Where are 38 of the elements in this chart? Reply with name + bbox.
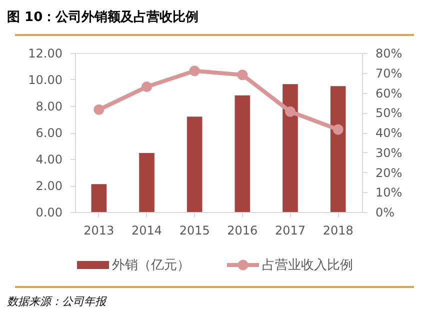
bar [330, 86, 346, 212]
y2-tick-label: 10% [376, 186, 402, 200]
y2-tick-label: 0% [376, 206, 395, 220]
bar [91, 184, 107, 212]
x-tick-label: 2018 [322, 224, 354, 238]
y2-tick-label: 50% [376, 106, 402, 120]
y2-tick-label: 30% [376, 146, 402, 160]
bar [234, 95, 250, 212]
bar [139, 153, 154, 212]
y-tick-label: 12.00 [28, 46, 62, 60]
x-tick-label: 2016 [227, 224, 258, 238]
y2-tick-label: 40% [376, 126, 402, 140]
source-note: 数据来源：公司年报 [7, 295, 107, 308]
y-tick-label: 6.00 [36, 126, 62, 140]
x-tick-label: 2017 [274, 224, 306, 238]
y-tick-label: 4.00 [36, 152, 62, 166]
point [237, 70, 248, 80]
x-tick-label: 2015 [179, 224, 210, 238]
point [285, 106, 296, 117]
y-tick-label: 10.00 [28, 73, 62, 87]
x-tick-label: 2014 [131, 224, 162, 238]
point [189, 66, 200, 76]
bar [186, 116, 202, 212]
y2-tick-label: 70% [376, 66, 402, 80]
y-tick-label: 8.00 [36, 100, 62, 114]
legend-label: 占营业收入比例 [262, 258, 353, 273]
point [142, 82, 152, 92]
x-tick-label: 2013 [84, 224, 114, 238]
chart-title: 图 10：公司外销额及占营收比例 [7, 9, 199, 25]
y2-tick-label: 80% [376, 46, 402, 60]
point [94, 104, 104, 115]
y-tick-label: 0.00 [36, 206, 62, 220]
legend-label: 外销（亿元） [112, 258, 190, 273]
point [332, 124, 344, 135]
bar [282, 84, 298, 212]
y-tick-label: 2.00 [36, 179, 62, 193]
y2-tick-label: 20% [376, 166, 402, 180]
y2-tick-label: 60% [376, 86, 402, 100]
